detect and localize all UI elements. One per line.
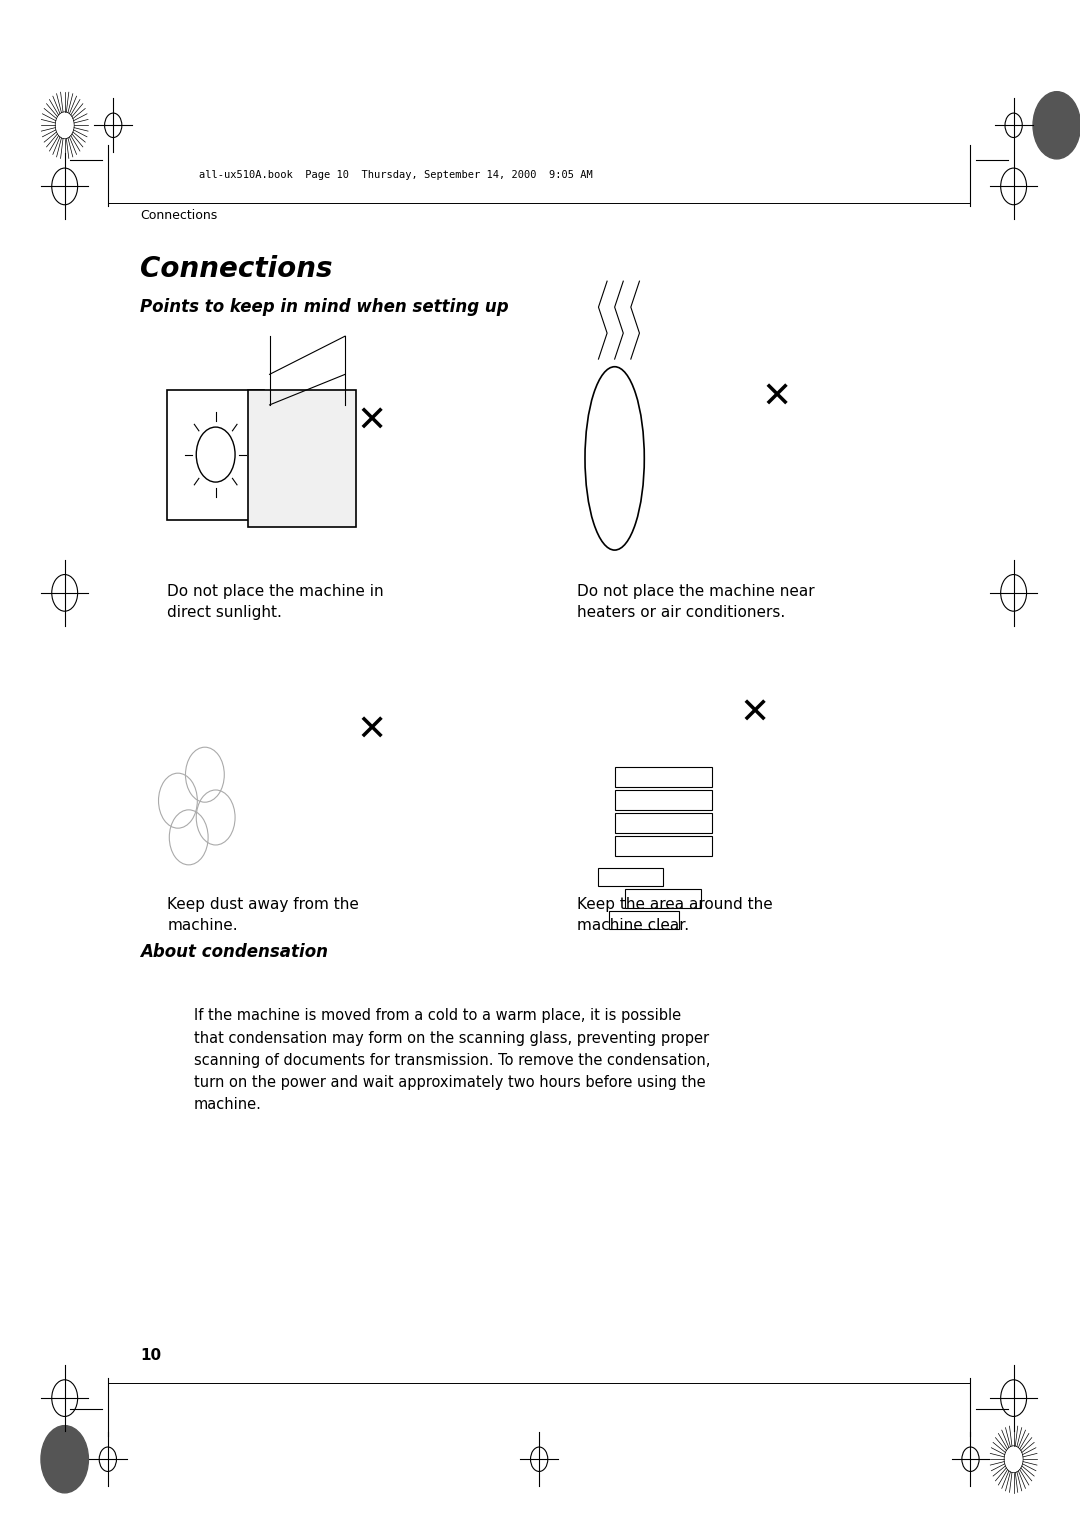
Text: About condensation: About condensation <box>140 943 328 961</box>
Text: Do not place the machine near
heaters or air conditioners.: Do not place the machine near heaters or… <box>577 584 814 620</box>
Text: ✕: ✕ <box>740 697 770 730</box>
FancyBboxPatch shape <box>625 889 701 908</box>
FancyBboxPatch shape <box>167 390 265 520</box>
Text: Points to keep in mind when setting up: Points to keep in mind when setting up <box>140 298 509 316</box>
FancyBboxPatch shape <box>615 790 712 810</box>
Text: Do not place the machine in
direct sunlight.: Do not place the machine in direct sunli… <box>167 584 383 620</box>
Text: ✕: ✕ <box>356 405 387 439</box>
FancyBboxPatch shape <box>615 767 712 787</box>
Text: ✕: ✕ <box>356 714 387 747</box>
FancyBboxPatch shape <box>609 911 679 929</box>
FancyBboxPatch shape <box>598 868 663 886</box>
FancyBboxPatch shape <box>248 390 355 527</box>
Circle shape <box>41 1426 89 1493</box>
Text: Keep dust away from the
machine.: Keep dust away from the machine. <box>167 897 359 934</box>
Text: all-ux510A.book  Page 10  Thursday, September 14, 2000  9:05 AM: all-ux510A.book Page 10 Thursday, Septem… <box>200 170 593 180</box>
Text: Keep the area around the
machine clear.: Keep the area around the machine clear. <box>577 897 772 934</box>
Circle shape <box>55 112 75 139</box>
Circle shape <box>1034 92 1080 159</box>
Text: Connections: Connections <box>140 255 333 283</box>
Text: 10: 10 <box>140 1348 161 1363</box>
Text: ✕: ✕ <box>761 380 792 414</box>
Text: Connections: Connections <box>140 208 217 222</box>
FancyBboxPatch shape <box>615 813 712 833</box>
Circle shape <box>1004 1445 1023 1473</box>
FancyBboxPatch shape <box>615 836 712 856</box>
Text: If the machine is moved from a cold to a warm place, it is possible
that condens: If the machine is moved from a cold to a… <box>194 1008 711 1112</box>
